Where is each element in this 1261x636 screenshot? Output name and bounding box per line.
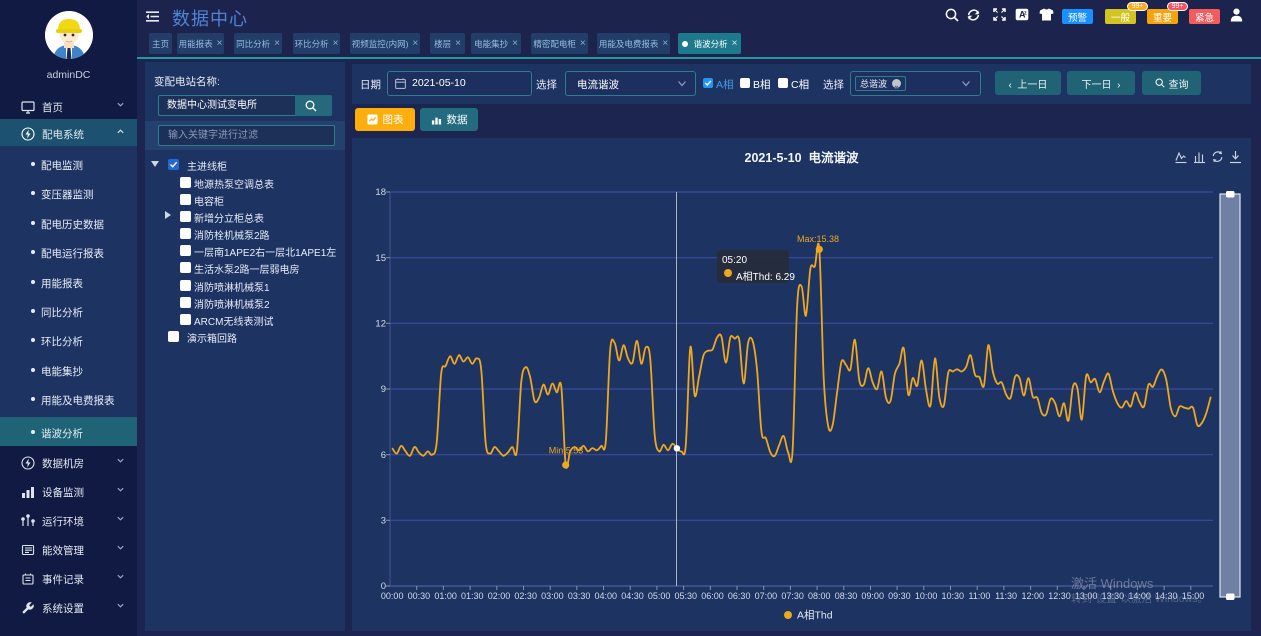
svg-text:05:30: 05:30 [675,591,698,601]
svg-text:08:00: 08:00 [808,591,831,601]
svg-text:04:00: 04:00 [595,591,618,601]
svg-text:13:00: 13:00 [1075,591,1098,601]
svg-text:14:30: 14:30 [1155,591,1178,601]
svg-text:14:00: 14:00 [1128,591,1151,601]
svg-text:11:30: 11:30 [995,591,1017,601]
svg-text:06:30: 06:30 [728,591,751,601]
svg-text:9: 9 [381,384,386,395]
svg-text:z: z [1024,11,1027,17]
svg-text:A相Thd: A相Thd [797,609,833,622]
svg-text:08:30: 08:30 [835,591,858,601]
svg-text:10:00: 10:00 [915,591,938,601]
svg-text:6: 6 [381,450,386,461]
svg-text:04:30: 04:30 [621,591,644,601]
svg-text:09:30: 09:30 [888,591,911,601]
svg-text:00:00: 00:00 [381,591,404,601]
svg-text:03:00: 03:00 [541,591,564,601]
svg-text:3: 3 [381,516,386,527]
svg-text:Min:5.53: Min:5.53 [549,446,584,456]
svg-text:Max:15.38: Max:15.38 [797,234,839,244]
svg-text:07:30: 07:30 [781,591,804,601]
svg-text:15: 15 [375,253,386,264]
svg-text:01:30: 01:30 [461,591,484,601]
svg-text:00:30: 00:30 [408,591,431,601]
svg-text:11:00: 11:00 [968,591,990,601]
svg-text:05:00: 05:00 [648,591,671,601]
svg-text:13:30: 13:30 [1102,591,1125,601]
svg-text:15:00: 15:00 [1182,591,1205,601]
svg-text:07:00: 07:00 [755,591,778,601]
svg-text:02:00: 02:00 [488,591,511,601]
svg-text:02:30: 02:30 [514,591,537,601]
svg-text:12:00: 12:00 [1022,591,1045,601]
svg-text:01:00: 01:00 [434,591,457,601]
svg-text:A: A [1019,10,1026,20]
svg-text:09:00: 09:00 [861,591,884,601]
svg-text:0: 0 [381,581,386,592]
svg-text:12:30: 12:30 [1048,591,1071,601]
svg-text:10:30: 10:30 [942,591,965,601]
svg-text:18: 18 [375,187,386,198]
svg-text:03:30: 03:30 [568,591,591,601]
svg-text:06:00: 06:00 [701,591,724,601]
svg-text:12: 12 [375,319,386,330]
